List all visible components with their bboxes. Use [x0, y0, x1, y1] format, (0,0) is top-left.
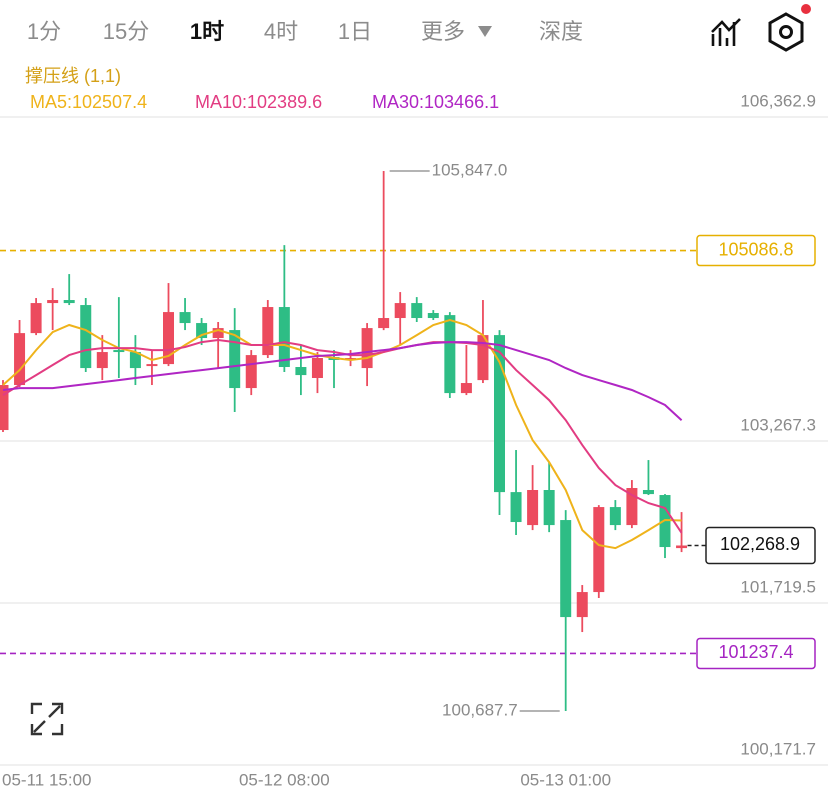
candle-body [411, 303, 423, 319]
candle-body [510, 492, 522, 523]
candle-body [295, 367, 307, 376]
candle-body [229, 330, 241, 389]
ma-line [2, 338, 683, 534]
x-tick-label: 05-11 15:00 [2, 770, 91, 789]
y-tick-label: 101,719.5 [740, 577, 816, 596]
candle-body [560, 520, 572, 618]
indicator-icon[interactable] [711, 18, 741, 46]
candle-body [278, 307, 290, 368]
fullscreen-icon[interactable] [30, 702, 64, 736]
candle-body [378, 318, 390, 329]
tab-depth[interactable]: 深度 [539, 19, 583, 44]
x-tick-label: 05-13 01:00 [520, 770, 611, 789]
candle-body [527, 490, 539, 526]
candle-body [543, 490, 555, 526]
candle-body [576, 592, 588, 618]
ma-line [2, 341, 683, 421]
candle-body [593, 507, 605, 593]
candle-body [311, 358, 323, 379]
level-label: 101237.4 [718, 642, 793, 662]
candle-body [477, 335, 489, 381]
candle-body [47, 300, 59, 304]
tab[interactable]: 1分 [27, 19, 61, 44]
candle-body [676, 545, 688, 549]
candle-body [394, 303, 406, 319]
candle-body [63, 300, 75, 304]
y-tick-label: 103,267.3 [740, 415, 816, 434]
x-tick-label: 05-12 08:00 [239, 770, 330, 789]
indicator-label: 撑压线 (1,1) [25, 66, 121, 86]
tab-more[interactable]: 更多 [421, 19, 465, 44]
candle-body [609, 507, 621, 526]
low-label: 100,687.7 [442, 700, 518, 719]
candle-body [361, 328, 373, 369]
candle-body [80, 305, 92, 369]
ma-label: MA30:103466.1 [372, 92, 499, 112]
candle-body [96, 352, 108, 369]
candle-body [14, 333, 26, 386]
candle-body [196, 323, 208, 339]
candle-body [626, 488, 638, 526]
candle-body [642, 490, 654, 495]
plot: 106,362.9 103,267.3 101,719.5 100,171.7 05-1… [0, 91, 828, 789]
candle-body [146, 364, 158, 367]
candle-body [494, 335, 505, 493]
candle-body [460, 383, 472, 394]
last-price-label: 102,268.9 [720, 534, 800, 554]
candle-body [179, 312, 191, 324]
dropdown-arrow [478, 26, 492, 37]
tab[interactable]: 15分 [103, 19, 149, 44]
level-box [696, 234, 816, 267]
candle-body [262, 307, 274, 356]
y-tick-label: 100,171.7 [740, 739, 816, 758]
candle-body [427, 313, 439, 319]
settings-icon[interactable] [768, 4, 811, 52]
level-label: 105086.8 [718, 239, 793, 259]
candle-body [0, 385, 9, 431]
last-price-box [705, 526, 816, 565]
level-box [696, 637, 816, 670]
ma-line [2, 318, 682, 550]
candle-body [444, 315, 456, 394]
y-tick-label: 106,362.9 [740, 91, 816, 110]
tab[interactable]: 1日 [338, 19, 372, 44]
candle-body [212, 328, 224, 339]
candle-body [129, 352, 141, 369]
ma-label: MA5:102507.4 [30, 92, 147, 112]
tab[interactable]: 4时 [264, 19, 298, 44]
high-label: 105,847.0 [432, 160, 508, 179]
tab-active[interactable]: 1时 [190, 19, 224, 44]
candle-body [30, 303, 42, 334]
candle-body [113, 350, 125, 353]
candle-body [163, 312, 174, 365]
candle-body [245, 355, 257, 389]
ma-label: MA10:102389.6 [195, 92, 322, 112]
